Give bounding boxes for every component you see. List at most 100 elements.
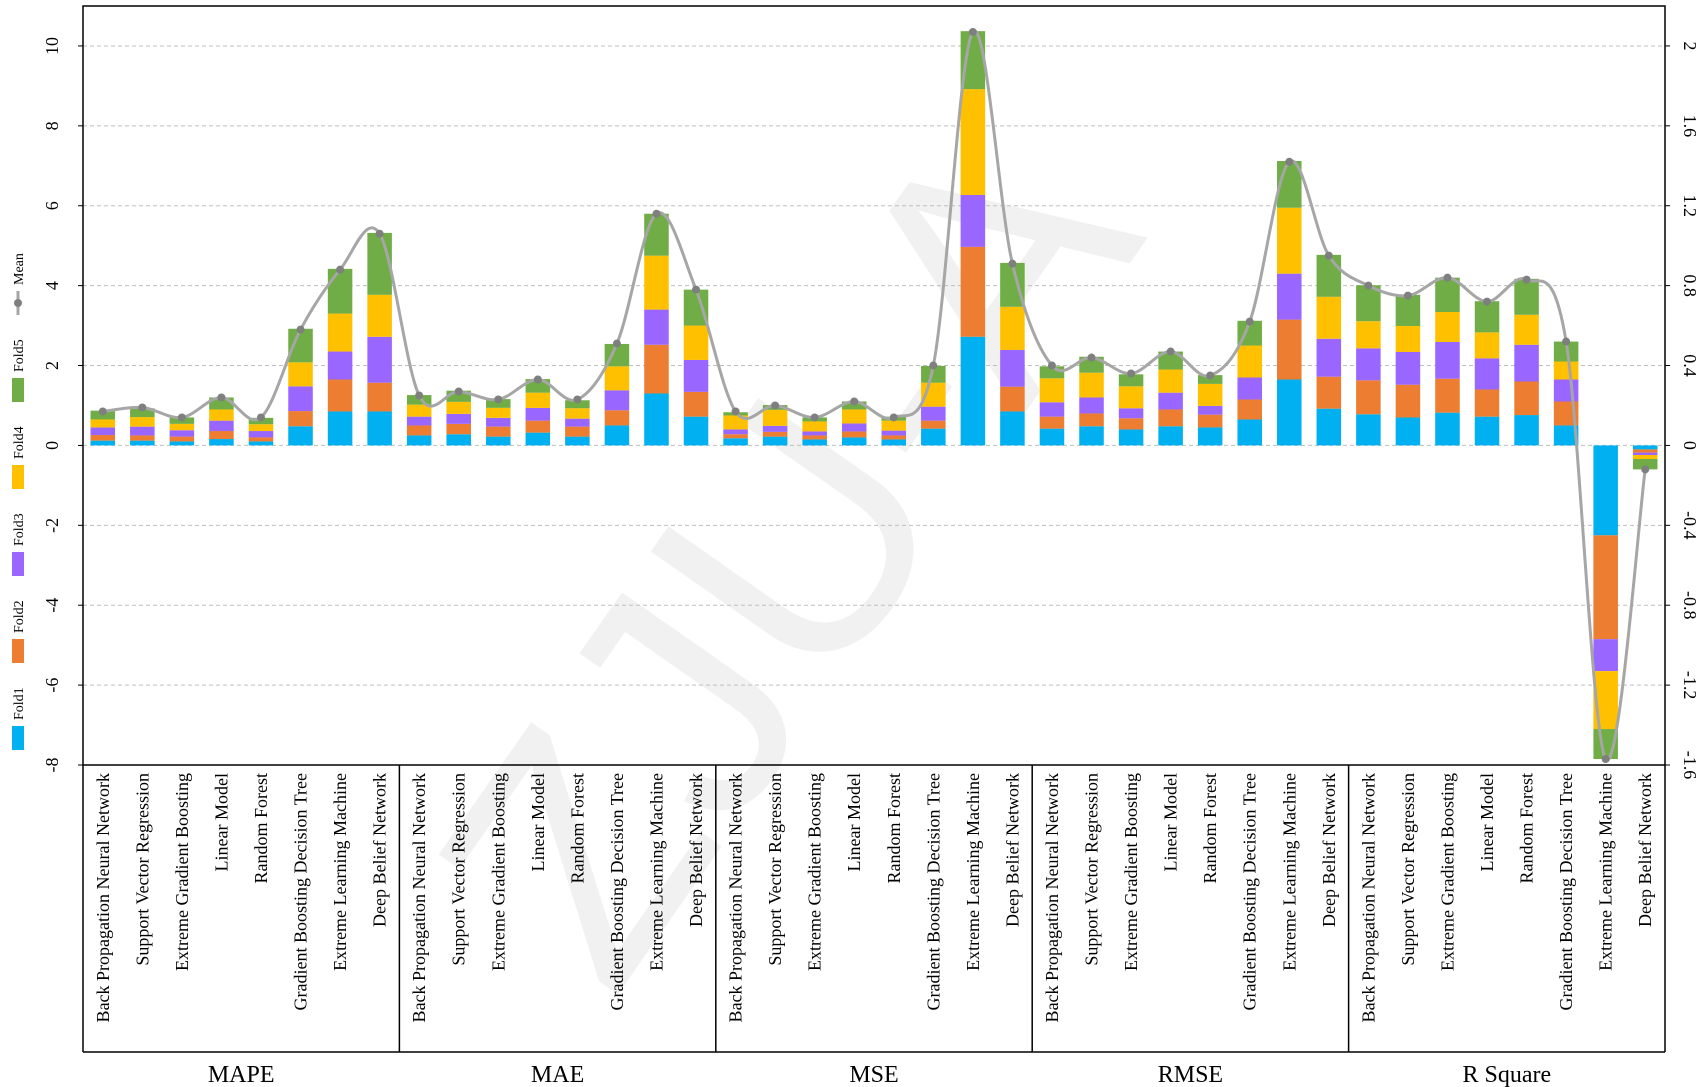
bar-segment: [367, 411, 392, 446]
bar-segment: [367, 232, 392, 295]
bar-segment: [1277, 273, 1302, 320]
mean-marker: [1601, 755, 1610, 764]
bar-segment: [1316, 376, 1342, 409]
bar-segment: [1395, 351, 1421, 385]
y2-tick-label: 0.8: [1680, 274, 1700, 297]
x-tick-label: Extreme Gradient Boosting: [1437, 773, 1457, 971]
bar-segment: [723, 429, 748, 435]
bar-segment: [446, 423, 471, 435]
x-tick-label: Extreme Learning Machine: [330, 773, 350, 971]
bar-segment: [1277, 379, 1302, 446]
mean-marker: [1047, 361, 1056, 370]
mean-marker: [1562, 337, 1571, 346]
x-tick-label: Extreme Learning Machine: [963, 773, 983, 971]
bar-segment: [288, 362, 313, 387]
bar-segment: [604, 410, 630, 426]
bar-segment: [683, 416, 709, 446]
mean-line: [102, 29, 1647, 762]
x-tick-label: Gradient Boosting Decision Tree: [291, 773, 311, 1010]
bar-segment: [604, 390, 630, 411]
bar-segment: [1395, 417, 1421, 446]
y-tick-label: -8: [42, 758, 62, 773]
bar-segment: [1553, 425, 1579, 446]
bar-segment: [1118, 418, 1144, 430]
bar-segment: [406, 435, 432, 446]
bar-segment: [130, 435, 155, 441]
y2-tick-label: 0: [1680, 441, 1700, 450]
bar-segment: [921, 420, 946, 429]
bar-segment: [921, 406, 946, 421]
bar-segment: [1039, 428, 1065, 446]
x-tick-label: Deep Belief Network: [370, 773, 390, 927]
group-label: MSE: [849, 1062, 898, 1087]
x-tick-label: Random Forest: [567, 773, 587, 884]
bar-segment: [367, 336, 392, 383]
bar-segment: [130, 417, 155, 427]
x-tick-label: Support Vector Regression: [1398, 773, 1418, 966]
bar-segment: [1632, 452, 1658, 456]
bar-segment: [90, 440, 116, 446]
bar-segment: [1316, 254, 1342, 297]
y-tick-label: 6: [42, 201, 62, 210]
plot-frame: [82, 5, 1666, 766]
bar-segment: [1079, 372, 1104, 398]
bar-segment: [960, 246, 986, 337]
bar-segment: [1632, 459, 1658, 470]
bar-segment: [90, 419, 116, 428]
bar-segment: [1000, 411, 1025, 446]
x-tick-label: Deep Belief Network: [1635, 773, 1655, 927]
y-tick-label: 4: [42, 281, 62, 290]
bar-segment: [802, 435, 827, 440]
bar-segment: [1079, 397, 1104, 414]
bar-segment: [248, 424, 274, 432]
bar-segment: [604, 343, 630, 367]
bar-segment: [1553, 379, 1579, 402]
bar-segment: [525, 432, 551, 446]
bar-segment: [209, 431, 234, 440]
bar-segment: [1514, 344, 1539, 382]
bar-segment: [1118, 429, 1144, 446]
y-tick-label: 0: [42, 441, 62, 450]
bar-segment: [169, 436, 195, 442]
x-tick-label: Back Propagation Neural Network: [726, 773, 746, 1022]
bar-segment: [1079, 413, 1104, 427]
bar-segment: [1237, 377, 1262, 400]
bar-segment: [881, 439, 907, 446]
bar-segment: [486, 407, 511, 418]
bar-segment: [644, 344, 669, 394]
bar-segment: [565, 436, 590, 446]
bar-segment: [644, 213, 669, 256]
bar-segment: [1435, 341, 1460, 379]
mean-marker: [296, 325, 305, 334]
mean-marker: [612, 339, 621, 348]
bar-segment: [209, 397, 234, 410]
bar-segment: [1356, 380, 1381, 415]
legend-label: Fold2: [12, 600, 27, 633]
mean-marker: [256, 413, 265, 422]
bar-segment: [1118, 386, 1144, 409]
mean-marker: [494, 395, 503, 404]
legend-label: Fold5: [12, 339, 27, 372]
bar-segment: [1593, 535, 1618, 640]
bar-segment: [921, 428, 946, 446]
mean-marker: [929, 361, 938, 370]
legend-swatch: [12, 465, 24, 489]
bar-segment: [1593, 445, 1618, 536]
x-tick-label: Support Vector Regression: [132, 773, 152, 966]
bar-segment: [406, 395, 432, 405]
bar-segment: [1356, 348, 1381, 381]
bar-segment: [1277, 207, 1302, 274]
bar-segment: [90, 435, 116, 441]
bar-segment: [90, 427, 116, 436]
bar-segment: [921, 365, 946, 383]
x-tick-label: Random Forest: [1517, 773, 1537, 884]
mean-marker: [1364, 281, 1373, 290]
y2-tick-label: 2: [1680, 41, 1700, 50]
legend-marker: [14, 299, 22, 307]
bar-segment: [130, 426, 155, 436]
legend: Fold1 Fold2 Fold3 Fold4 Fold5 Mean: [12, 253, 27, 750]
y-tick-label: 10: [42, 37, 62, 55]
bar-segment: [169, 441, 195, 446]
x-tick-label: Extreme Gradient Boosting: [1121, 773, 1141, 971]
